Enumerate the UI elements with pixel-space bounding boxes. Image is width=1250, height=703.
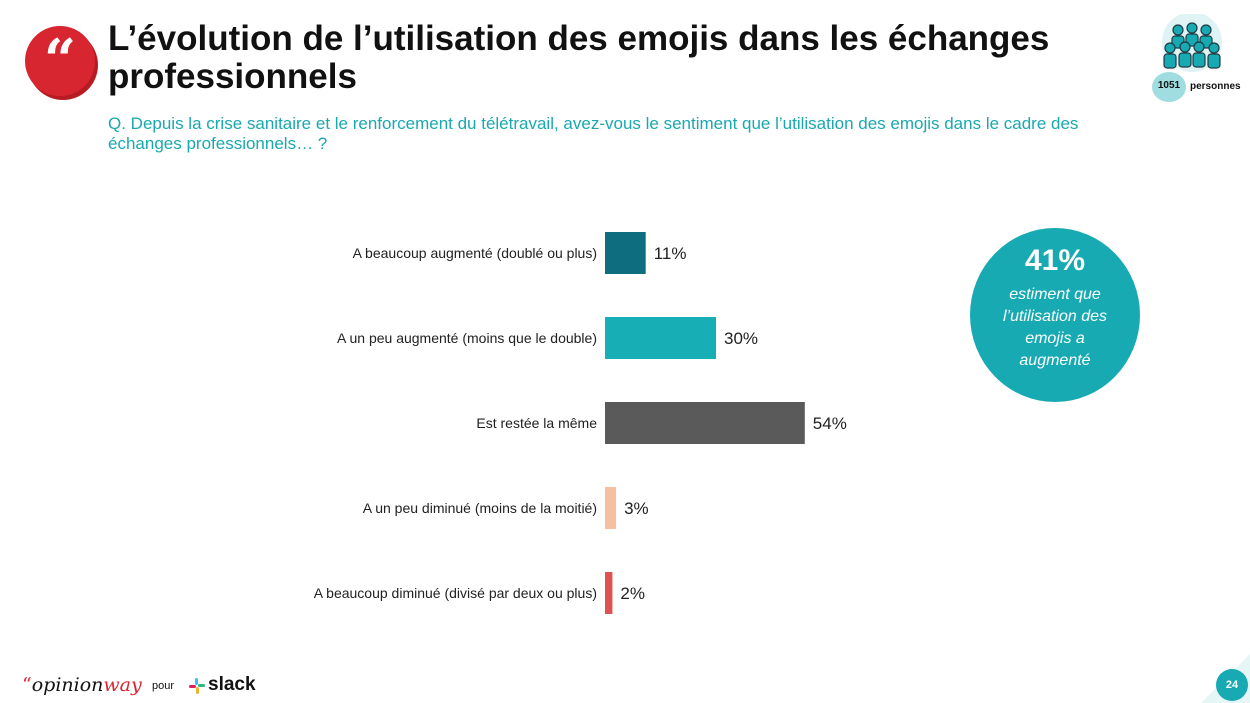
slack-wordmark: slack [208, 674, 256, 695]
bar [605, 487, 617, 529]
page-title: L’évolution de l’utilisation des emojis … [108, 19, 1050, 96]
people-group-icon [1162, 14, 1222, 72]
page-number: 24 [1216, 669, 1248, 701]
opinionway-opinion: opinion [31, 674, 104, 696]
question-text: Q. Depuis la crise sanitaire et le renfo… [108, 114, 1079, 153]
bar [605, 402, 805, 444]
slack-logo-icon [189, 678, 205, 694]
callout-text: estiment que l’utilisation des emojis a … [1002, 286, 1108, 369]
value-label: 30% [724, 329, 758, 348]
category-label: A un peu augmenté (moins que le double) [337, 330, 597, 346]
category-label: A beaucoup diminué (divisé par deux ou p… [314, 585, 597, 601]
bar [605, 232, 646, 274]
bar-chart: A beaucoup augmenté (doublé ou plus) 11% A… [314, 232, 847, 614]
sample-label: personnes [1190, 81, 1241, 92]
value-label: 2% [620, 584, 645, 603]
bar [605, 572, 613, 614]
sample-count: 1051 [1157, 80, 1181, 91]
bar [605, 317, 716, 359]
category-label: Est restée la même [476, 415, 597, 431]
value-label: 54% [813, 414, 847, 433]
category-label: A un peu diminué (moins de la moitié) [363, 500, 597, 516]
opinionway-logo: “opinionway [22, 674, 142, 696]
value-label: 3% [624, 499, 649, 518]
callout-value: 41% [1024, 244, 1086, 277]
pour-text: pour [152, 680, 175, 692]
opinionway-quote: “ [22, 674, 32, 696]
opinionway-way: way [103, 674, 142, 696]
category-label: A beaucoup augmenté (doublé ou plus) [353, 245, 597, 261]
value-label: 11% [654, 244, 687, 263]
sample-count-badge [1152, 72, 1186, 102]
quote-mark: “ [43, 27, 77, 93]
quote-icon: “ [25, 26, 95, 96]
callout-circle: 41% estiment que l’utilisation des emoji… [970, 228, 1140, 402]
